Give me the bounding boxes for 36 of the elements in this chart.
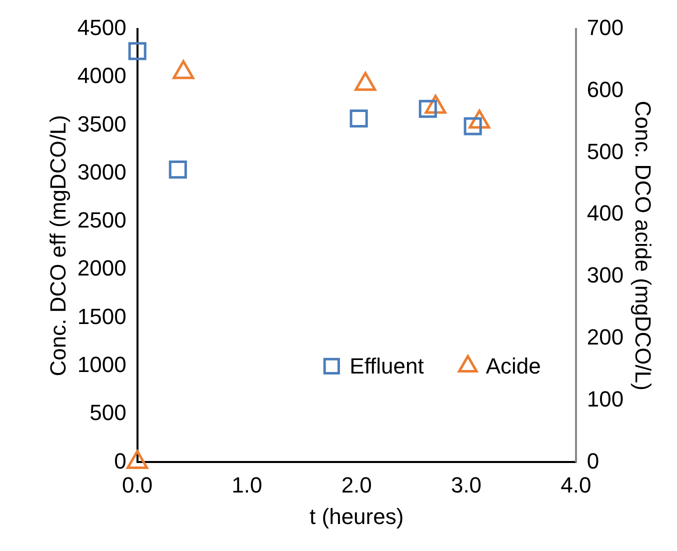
point	[128, 42, 146, 60]
y-tick-label: 3000	[77, 159, 126, 184]
point	[354, 72, 376, 91]
x-tick-label: 1.0	[232, 472, 262, 498]
y-axis-title: Conc. DCO eff (mgDCO/L)	[45, 114, 70, 376]
point	[468, 110, 490, 129]
legend-label: Effluent	[350, 353, 424, 378]
y-tick-label: 500	[90, 400, 126, 426]
y-tick-label: 1000	[77, 352, 126, 377]
y-tick-label: 4000	[77, 63, 126, 88]
y-tick-label: 2500	[77, 208, 126, 233]
y-tick-label: 3500	[77, 111, 126, 136]
x-tick-label: 3.0	[450, 472, 482, 498]
y-tick-label: 1500	[77, 304, 126, 329]
x-axis-title: t (heures)	[310, 504, 404, 529]
y2-tick-label: 500	[586, 138, 624, 164]
y-tick-label: 0	[114, 448, 126, 474]
y-tick-label: 2000	[77, 256, 126, 281]
y-tick-label: 4500	[77, 15, 126, 40]
x-tick-label: 4.0	[560, 472, 592, 498]
point	[424, 94, 446, 114]
y2-tick-label: 0	[586, 448, 600, 474]
point	[350, 110, 368, 128]
point	[168, 160, 187, 179]
y2-axis-title: Conc. DCO acide (mgDCO/L)	[630, 100, 656, 390]
point	[126, 450, 148, 469]
x-tick-label: 0.0	[122, 472, 153, 498]
y2-tick-label: 400	[586, 200, 624, 226]
y2-tick-label: 600	[586, 76, 624, 102]
y2-tick-label: 300	[586, 262, 624, 288]
legend-label: Acide	[486, 353, 541, 378]
x-tick-label: 2.0	[341, 472, 372, 498]
y2-tick-label: 200	[586, 324, 624, 350]
y2-tick-label: 100	[586, 386, 624, 412]
y2-tick-label: 700	[586, 15, 624, 40]
point	[172, 60, 194, 80]
